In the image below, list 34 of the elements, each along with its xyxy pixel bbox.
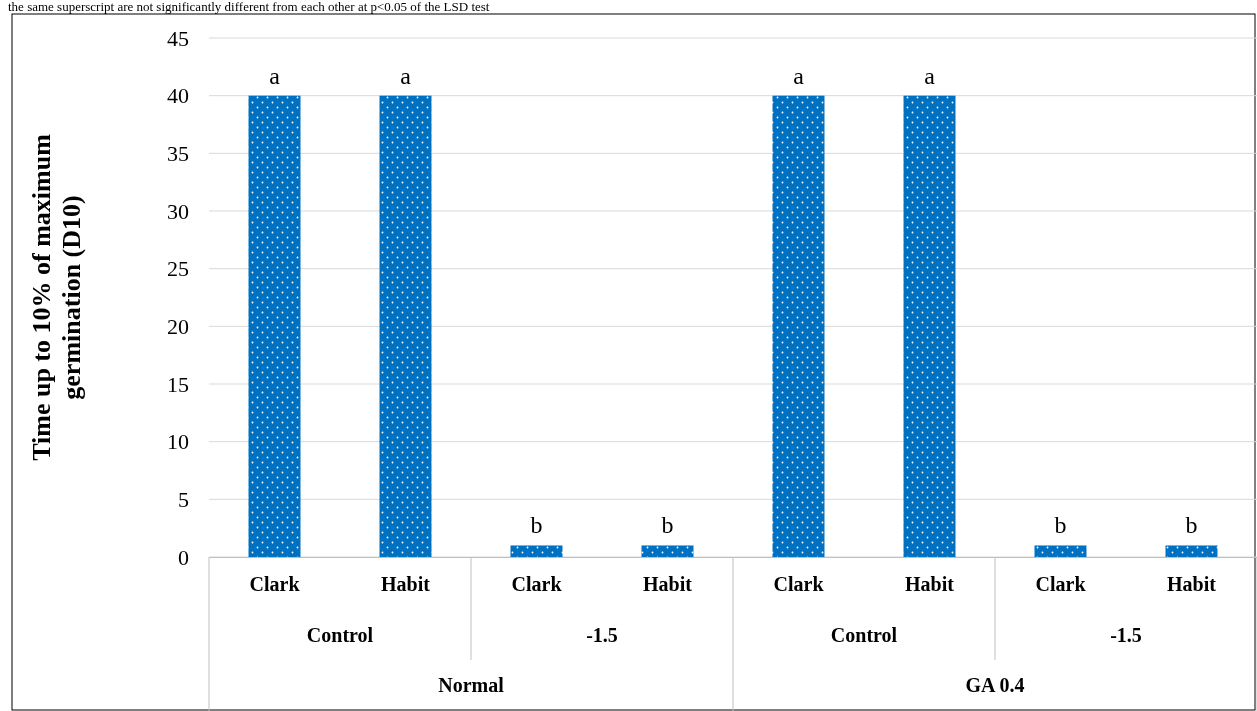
y-tick-label: 10 xyxy=(167,429,189,455)
x-tick-label: Clark xyxy=(249,573,301,596)
y-tick-label: 5 xyxy=(178,486,189,512)
y-tick-label: 30 xyxy=(167,198,189,224)
x-tick-label: Habit xyxy=(905,573,955,596)
data-label: b xyxy=(1185,512,1198,539)
data-label: a xyxy=(793,62,805,89)
data-label: b xyxy=(1054,512,1067,539)
y-tick-label: 25 xyxy=(167,256,189,282)
y-tick-label: 20 xyxy=(167,313,189,339)
y-tick-label: 40 xyxy=(167,83,189,109)
data-label: a xyxy=(269,62,281,89)
data-label: a xyxy=(400,62,412,89)
y-axis-title: Time up to 10% of maximum germination (D10) xyxy=(27,133,86,461)
text: Control xyxy=(830,624,898,646)
text: -1.5 xyxy=(1110,624,1142,646)
text: GA 0.4 xyxy=(965,674,1025,696)
x-tick-label: Habit xyxy=(643,573,693,596)
data-label: a xyxy=(924,62,936,89)
text: Normal xyxy=(438,674,505,696)
y-tick-label: 35 xyxy=(167,140,189,166)
text: -1.5 xyxy=(586,624,618,646)
y-tick-label: 45 xyxy=(167,25,189,51)
y-tick-label: 15 xyxy=(167,371,189,397)
x-tick-label: Habit xyxy=(1167,573,1217,596)
text: the same superscript are not significantly different from each other at p<0.05 of the LSD test xyxy=(8,0,490,14)
x-tick-label: Clark xyxy=(511,573,563,596)
x-tick-label: Clark xyxy=(1035,573,1087,596)
data-label: b xyxy=(530,512,543,539)
x-tick-label: Clark xyxy=(773,573,825,596)
x-tick-label: Habit xyxy=(381,573,431,596)
data-label: b xyxy=(661,512,674,539)
text: Control xyxy=(306,624,374,646)
y-tick-label: 0 xyxy=(178,544,189,570)
